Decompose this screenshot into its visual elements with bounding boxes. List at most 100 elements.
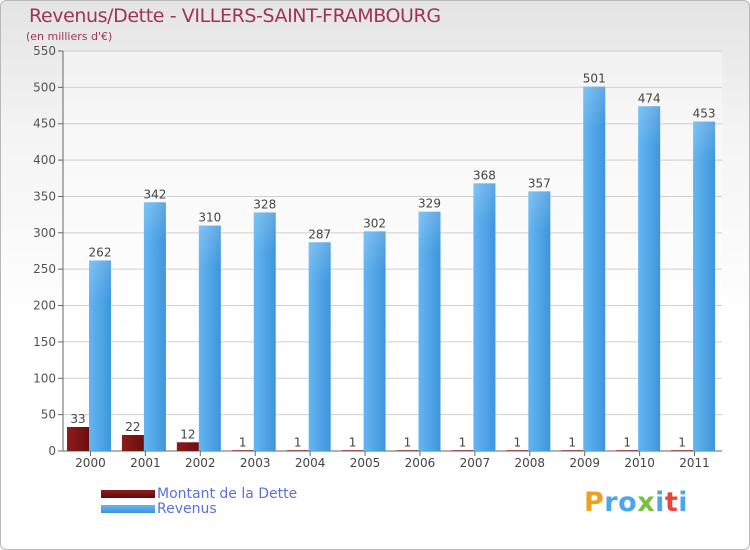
chart-subtitle: (en milliers d'€) bbox=[26, 30, 113, 43]
data-label-revenue: 453 bbox=[693, 107, 716, 121]
data-label-revenue: 501 bbox=[583, 72, 606, 86]
y-tick-label: 550 bbox=[33, 44, 56, 58]
legend-item-debt: Montant de la Dette bbox=[101, 487, 297, 502]
legend-label-revenue: Revenus bbox=[157, 501, 217, 517]
bar-revenue-highlight bbox=[363, 231, 386, 272]
bar-revenue bbox=[253, 212, 276, 451]
data-label-debt: 22 bbox=[125, 420, 140, 434]
bar-debt bbox=[176, 442, 199, 451]
bar-revenue-highlight bbox=[583, 86, 606, 127]
data-label-debt: 12 bbox=[180, 427, 195, 441]
x-tick-label: 2006 bbox=[405, 456, 436, 470]
bar-debt bbox=[286, 450, 309, 451]
data-label-revenue: 310 bbox=[198, 211, 221, 225]
bar-debt bbox=[67, 427, 89, 451]
x-tick-label: 2001 bbox=[130, 456, 161, 470]
bar-revenue bbox=[473, 183, 496, 451]
logo-letter: t bbox=[664, 487, 679, 518]
proxiti-logo: Proxiti bbox=[584, 487, 688, 518]
logo-letter: i bbox=[655, 487, 665, 518]
bar-revenue bbox=[308, 242, 331, 451]
data-label-revenue: 328 bbox=[253, 197, 276, 211]
x-tick-label: 2010 bbox=[624, 456, 655, 470]
bar-revenue bbox=[143, 202, 166, 451]
bar-revenue-highlight bbox=[528, 191, 551, 232]
bar-debt bbox=[561, 450, 584, 451]
bar-revenue-highlight bbox=[693, 121, 716, 162]
bar-revenue bbox=[638, 106, 661, 451]
x-tick-label: 2011 bbox=[679, 456, 710, 470]
bar-revenue-highlight bbox=[308, 242, 331, 283]
bar-revenue bbox=[583, 86, 606, 452]
bar-debt bbox=[671, 450, 694, 451]
bar-revenue-highlight bbox=[253, 212, 276, 253]
data-label-debt: 1 bbox=[459, 435, 467, 449]
bar-revenue bbox=[693, 121, 716, 451]
legend-swatch-debt bbox=[101, 490, 155, 498]
bar-debt bbox=[506, 450, 529, 451]
bar-debt bbox=[231, 450, 254, 451]
data-label-debt: 1 bbox=[239, 435, 247, 449]
bar-revenue bbox=[363, 231, 386, 451]
bar-revenue-highlight bbox=[89, 260, 111, 301]
y-tick-label: 150 bbox=[33, 335, 56, 349]
data-label-revenue: 262 bbox=[89, 245, 112, 259]
bar-debt bbox=[121, 435, 144, 451]
x-tick-label: 2007 bbox=[460, 456, 491, 470]
bar-debt bbox=[341, 450, 364, 451]
data-label-revenue: 287 bbox=[308, 227, 331, 241]
y-tick-label: 250 bbox=[33, 262, 56, 276]
data-label-debt: 1 bbox=[514, 435, 522, 449]
legend-label-debt: Montant de la Dette bbox=[157, 486, 298, 502]
bar-revenue bbox=[198, 225, 221, 451]
data-label-debt: 33 bbox=[70, 412, 85, 426]
y-tick-label: 450 bbox=[33, 117, 56, 131]
y-tick-label: 500 bbox=[33, 80, 56, 94]
y-tick-label: 0 bbox=[48, 444, 56, 458]
x-tick-label: 2005 bbox=[350, 456, 381, 470]
logo-letter: r bbox=[604, 487, 619, 518]
data-label-revenue: 474 bbox=[638, 91, 661, 105]
bar-debt bbox=[616, 450, 639, 451]
plot-area bbox=[63, 51, 722, 451]
x-tick-label: 2002 bbox=[185, 456, 216, 470]
bar-revenue-highlight bbox=[418, 211, 441, 252]
bar-revenue bbox=[89, 260, 111, 451]
logo-letter: x bbox=[637, 487, 656, 518]
bar-revenue bbox=[418, 211, 441, 451]
data-label-revenue: 357 bbox=[528, 176, 551, 190]
bar-debt bbox=[396, 450, 419, 451]
data-label-debt: 1 bbox=[294, 435, 302, 449]
x-tick-label: 2008 bbox=[515, 456, 546, 470]
logo-letter: i bbox=[678, 487, 689, 518]
data-label-revenue: 368 bbox=[473, 168, 496, 182]
y-tick-label: 400 bbox=[33, 153, 56, 167]
bar-debt bbox=[451, 450, 474, 451]
bar-revenue bbox=[528, 191, 551, 451]
x-tick-label: 2003 bbox=[240, 456, 271, 470]
data-label-debt: 1 bbox=[404, 435, 412, 449]
legend-swatch-revenue bbox=[101, 505, 155, 513]
y-tick-label: 100 bbox=[33, 371, 56, 385]
data-label-debt: 1 bbox=[568, 435, 576, 449]
bar-revenue-highlight bbox=[473, 183, 496, 224]
data-label-debt: 1 bbox=[678, 435, 686, 449]
y-tick-label: 300 bbox=[33, 226, 56, 240]
data-label-revenue: 342 bbox=[143, 187, 166, 201]
logo-letter: P bbox=[584, 487, 605, 518]
data-label-debt: 1 bbox=[349, 435, 357, 449]
bar-revenue-highlight bbox=[143, 202, 166, 243]
bar-revenue-highlight bbox=[198, 225, 221, 266]
y-tick-label: 350 bbox=[33, 189, 56, 203]
legend-item-revenue: Revenus bbox=[101, 502, 297, 517]
x-tick-label: 2009 bbox=[569, 456, 600, 470]
y-tick-label: 50 bbox=[41, 408, 56, 422]
y-tick-label: 200 bbox=[33, 299, 56, 313]
x-tick-label: 2004 bbox=[295, 456, 326, 470]
legend: Montant de la Dette Revenus bbox=[101, 487, 297, 517]
bar-revenue-highlight bbox=[638, 106, 661, 147]
chart-title: Revenus/Dette - VILLERS-SAINT-FRAMBOURG bbox=[29, 5, 441, 27]
data-label-revenue: 329 bbox=[418, 197, 441, 211]
